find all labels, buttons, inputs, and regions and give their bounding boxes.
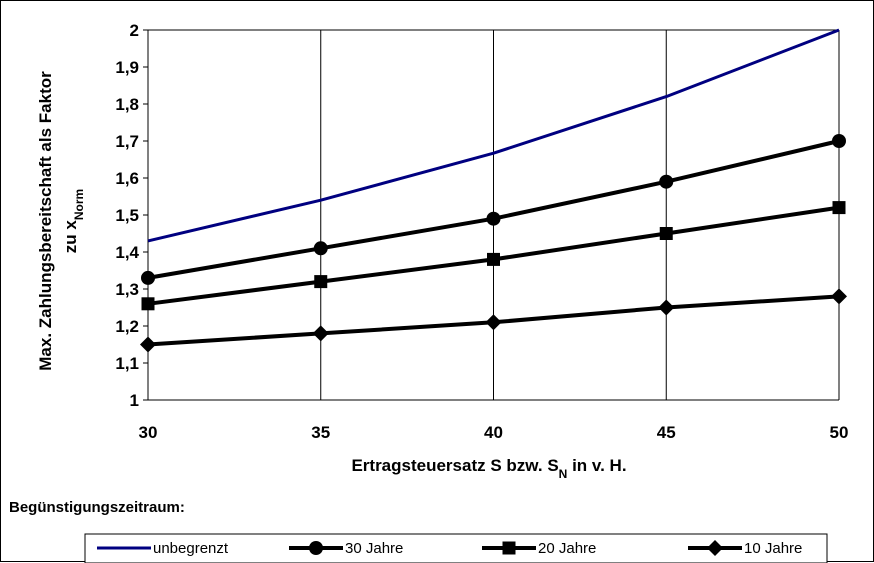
x-axis-label: Ertragsteuersatz S bzw. SN in v. H. <box>351 456 626 481</box>
data-point <box>140 336 156 353</box>
y-tick-label: 2 <box>130 21 139 40</box>
series-unbegrenzt <box>147 28 840 243</box>
data-point <box>832 201 846 215</box>
x-tick-label: 40 <box>484 423 503 442</box>
series-20-jahre <box>141 201 846 311</box>
data-point <box>658 299 675 316</box>
series-group <box>140 28 847 353</box>
y-tick-label: 1,8 <box>115 95 139 114</box>
series-10-jahre <box>140 288 847 353</box>
legend-item: 30 Jahre <box>289 540 403 557</box>
data-point <box>487 252 500 266</box>
data-point <box>312 325 329 342</box>
y-tick-label: 1,9 <box>115 58 139 77</box>
data-point <box>486 211 501 226</box>
legend-marker <box>502 541 516 555</box>
series-30-jahre <box>141 134 846 285</box>
data-point <box>659 174 674 189</box>
x-tick-label: 45 <box>657 423 676 442</box>
legend-marker <box>707 540 723 556</box>
y-tick-label: 1,2 <box>115 317 139 336</box>
data-point <box>485 314 502 331</box>
y-tick-label: 1,3 <box>115 280 139 299</box>
legend-title: Begünstigungszeitraum: <box>9 499 185 516</box>
legend-item: 10 Jahre <box>688 540 802 557</box>
legend-label: 20 Jahre <box>538 540 596 557</box>
legend: unbegrenzt 30 Jahre 20 Jahre 10 Jahre <box>97 540 802 557</box>
data-point <box>314 275 328 289</box>
y-tick-label: 1,4 <box>115 243 139 262</box>
legend-label: unbegrenzt <box>153 540 229 557</box>
data-point <box>831 288 847 305</box>
y-tick-label: 1,5 <box>115 206 139 225</box>
grid-lines <box>143 29 840 401</box>
y-tick-label: 1,1 <box>115 354 139 373</box>
y-tick-label: 1,7 <box>115 132 139 151</box>
data-point <box>832 134 846 148</box>
x-tick-labels: 30 35 40 45 50 <box>139 423 849 442</box>
legend-label: 30 Jahre <box>345 540 403 557</box>
y-tick-labels: 1 1,1 1,2 1,3 1,4 1,5 1,6 1,7 1,8 1,9 2 <box>115 21 139 410</box>
data-point <box>141 270 155 285</box>
y-axis-label-line2: zu xNorm <box>61 189 86 253</box>
data-point <box>659 227 673 240</box>
y-tick-label: 1,6 <box>115 169 139 188</box>
x-tick-label: 30 <box>139 423 158 442</box>
y-tick-label: 1 <box>130 391 139 410</box>
legend-label: 10 Jahre <box>744 540 802 557</box>
legend-marker <box>309 541 323 555</box>
x-tick-label: 50 <box>830 423 849 442</box>
legend-item: 20 Jahre <box>482 540 596 557</box>
legend-item: unbegrenzt <box>97 540 229 557</box>
series-line <box>147 28 840 243</box>
x-tick-label: 35 <box>311 423 330 442</box>
data-point <box>313 241 328 256</box>
y-axis-label-line1: Max. Zahlungsbereitschaft als Faktor <box>36 71 55 371</box>
data-point <box>141 297 155 311</box>
